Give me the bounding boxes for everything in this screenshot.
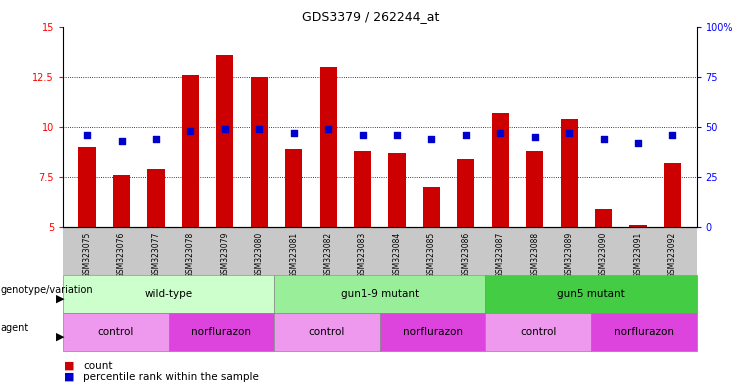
Point [322,126,334,132]
Bar [388,153,405,227]
Point [632,140,644,146]
Point [82,132,93,138]
Text: count: count [83,361,113,371]
Text: norflurazon: norflurazon [191,327,251,337]
Text: GDS3379 / 262244_at: GDS3379 / 262244_at [302,10,439,23]
Bar [664,163,681,227]
Bar [423,187,440,227]
Bar [147,169,165,227]
Point [666,132,678,138]
Bar [526,151,543,227]
Text: norflurazon: norflurazon [402,327,462,337]
Point [598,136,610,142]
Bar [560,119,578,227]
Bar [319,67,336,227]
Point [391,132,403,138]
Text: ▶: ▶ [56,293,64,303]
Point [494,130,506,136]
Point [253,126,265,132]
Point [116,137,127,144]
Text: norflurazon: norflurazon [614,327,674,337]
Bar [595,209,612,227]
Bar [457,159,474,227]
Text: agent: agent [1,323,29,333]
Text: control: control [98,327,134,337]
Point [460,132,472,138]
Bar [113,175,130,227]
Bar [182,75,199,227]
Point [425,136,437,142]
Text: ▶: ▶ [56,332,64,342]
Point [563,130,575,136]
Bar [354,151,371,227]
Text: ■: ■ [64,372,75,382]
Bar [250,77,268,227]
Text: percentile rank within the sample: percentile rank within the sample [83,372,259,382]
Text: ■: ■ [64,361,75,371]
Point [529,134,541,140]
Point [288,130,299,136]
Text: wild-type: wild-type [144,289,193,299]
Bar [216,55,233,227]
Point [219,126,230,132]
Bar [285,149,302,227]
Bar [492,113,509,227]
Text: gun5 mutant: gun5 mutant [557,289,625,299]
Point [185,127,196,134]
Text: genotype/variation: genotype/variation [1,285,93,295]
Text: gun1-9 mutant: gun1-9 mutant [341,289,419,299]
Text: control: control [309,327,345,337]
Point [356,132,368,138]
Bar [79,147,96,227]
Text: control: control [520,327,556,337]
Point [150,136,162,142]
Bar [629,225,647,227]
